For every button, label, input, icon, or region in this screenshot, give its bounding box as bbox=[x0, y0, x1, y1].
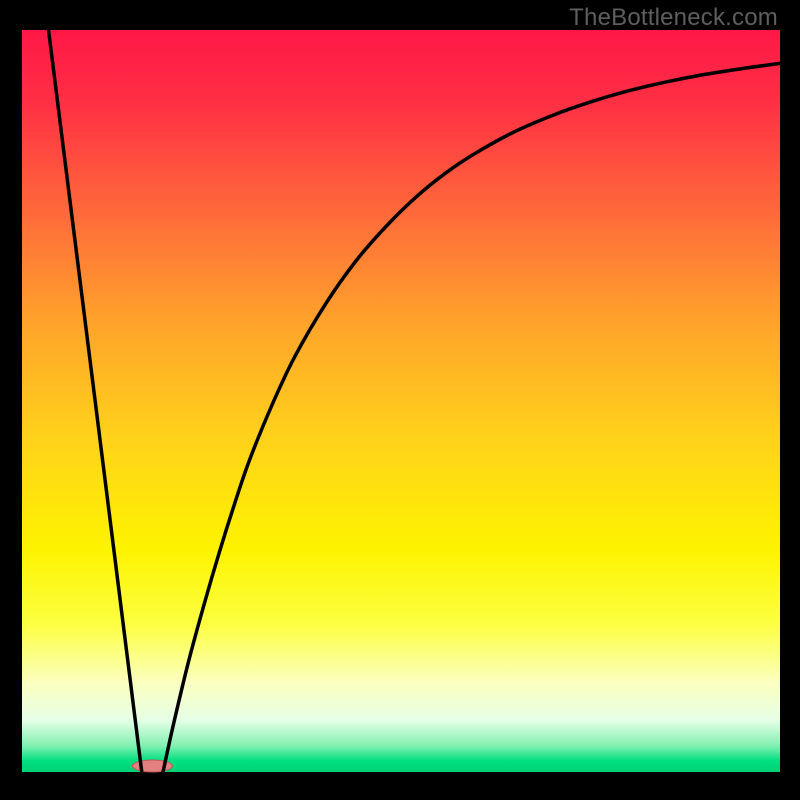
chart-container: TheBottleneck.com bbox=[0, 0, 800, 800]
bottleneck-chart bbox=[0, 0, 800, 800]
watermark-text: TheBottleneck.com bbox=[569, 4, 778, 32]
chart-gradient-background bbox=[22, 30, 780, 772]
